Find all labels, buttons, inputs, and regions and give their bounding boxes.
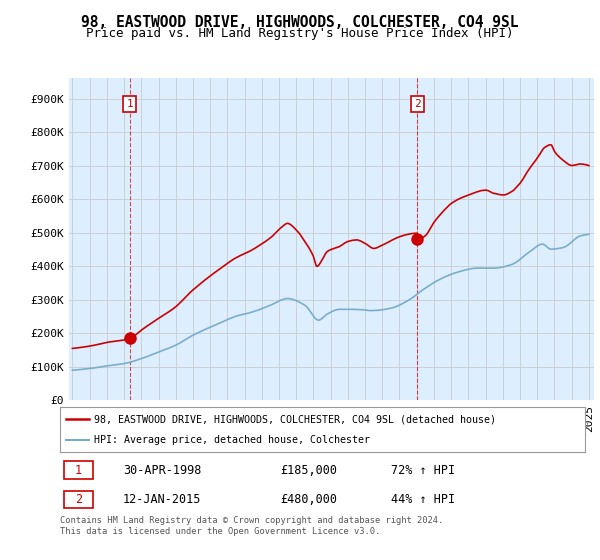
Text: 72% ↑ HPI: 72% ↑ HPI: [391, 464, 455, 477]
FancyBboxPatch shape: [64, 491, 93, 508]
Text: Contains HM Land Registry data © Crown copyright and database right 2024.
This d: Contains HM Land Registry data © Crown c…: [60, 516, 443, 536]
Text: £185,000: £185,000: [281, 464, 337, 477]
Text: 1: 1: [127, 99, 133, 109]
FancyBboxPatch shape: [64, 461, 93, 479]
Text: £480,000: £480,000: [281, 493, 337, 506]
Text: 98, EASTWOOD DRIVE, HIGHWOODS, COLCHESTER, CO4 9SL (detached house): 98, EASTWOOD DRIVE, HIGHWOODS, COLCHESTE…: [94, 414, 496, 424]
Text: 44% ↑ HPI: 44% ↑ HPI: [391, 493, 455, 506]
Text: Price paid vs. HM Land Registry's House Price Index (HPI): Price paid vs. HM Land Registry's House …: [86, 27, 514, 40]
Text: 2: 2: [414, 99, 421, 109]
Text: 98, EASTWOOD DRIVE, HIGHWOODS, COLCHESTER, CO4 9SL: 98, EASTWOOD DRIVE, HIGHWOODS, COLCHESTE…: [81, 15, 519, 30]
Text: 12-JAN-2015: 12-JAN-2015: [123, 493, 202, 506]
Text: 2: 2: [75, 493, 82, 506]
Text: 30-APR-1998: 30-APR-1998: [123, 464, 202, 477]
Text: HPI: Average price, detached house, Colchester: HPI: Average price, detached house, Colc…: [94, 435, 370, 445]
Text: 1: 1: [75, 464, 82, 477]
